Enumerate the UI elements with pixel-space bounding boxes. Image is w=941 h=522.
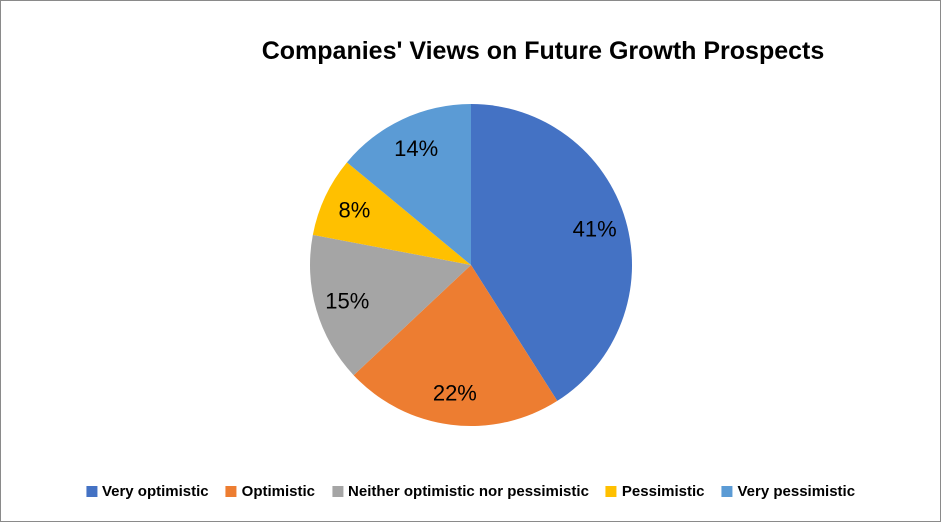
pie-slice-optimistic[interactable] xyxy=(353,265,558,426)
pie-slice-neither-optimistic-nor-pessimistic[interactable] xyxy=(309,234,471,376)
data-label-optimistic: 22% xyxy=(433,380,477,405)
data-label-neither-optimistic-nor-pessimistic: 15% xyxy=(325,288,369,313)
legend-label: Very pessimistic xyxy=(737,483,856,500)
legend-item-very-optimistic[interactable]: Very optimistic xyxy=(85,483,209,500)
legend-label: Very optimistic xyxy=(101,483,209,500)
legend-swatch-optimistic-icon xyxy=(225,486,237,497)
data-label-very-pessimistic: 14% xyxy=(394,136,438,161)
pie-slice-very-optimistic[interactable] xyxy=(471,104,633,401)
data-label-very-optimistic: 41% xyxy=(573,217,617,242)
legend-label: Neither optimistic nor pessimistic xyxy=(348,483,589,500)
pie-slice-pessimistic[interactable] xyxy=(312,162,471,265)
legend-swatch-very-pessimistic-icon xyxy=(721,486,733,497)
chart-legend: Very optimistic Optimistic Neither optimis… xyxy=(85,483,855,500)
legend-item-neither-optimistic-nor-pessimistic[interactable]: Neither optimistic nor pessimistic xyxy=(332,484,589,499)
legend-swatch-very-optimistic-icon xyxy=(85,486,97,497)
legend-item-optimistic[interactable]: Optimistic xyxy=(225,483,316,500)
legend-item-very-pessimistic[interactable]: Very pessimistic xyxy=(721,484,855,499)
legend-swatch-neither-optimistic-nor-pessimistic-icon xyxy=(332,486,344,497)
chart-title: Companies' Views on Future Growth Prospe… xyxy=(261,37,825,65)
pie-slice-very-pessimistic[interactable] xyxy=(346,104,471,265)
legend-swatch-pessimistic-icon xyxy=(605,486,617,497)
legend-label: Optimistic xyxy=(241,483,316,500)
legend-label: Pessimistic xyxy=(621,483,705,500)
legend-item-pessimistic[interactable]: Pessimistic xyxy=(605,483,705,500)
data-label-pessimistic: 8% xyxy=(339,198,371,223)
